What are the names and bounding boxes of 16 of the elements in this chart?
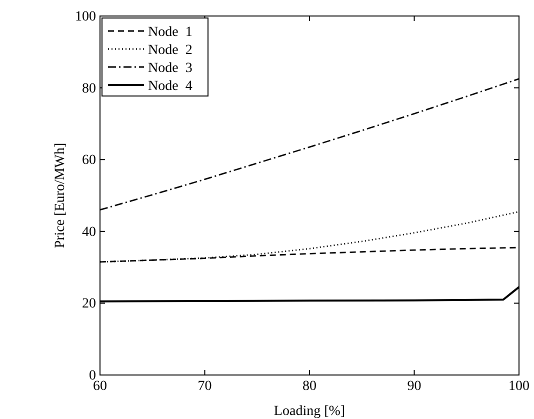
x-tick-label: 90 xyxy=(407,378,422,394)
y-axis-title: Price [Euro/MWh] xyxy=(53,142,68,248)
x-tick-label: 60 xyxy=(93,378,107,394)
x-tick-label: 70 xyxy=(198,378,212,394)
y-tick-label: 100 xyxy=(75,9,96,24)
x-axis-title: Loading [%] xyxy=(274,404,346,419)
legend-label: Node 2 xyxy=(148,43,192,58)
y-tick-label: 60 xyxy=(82,153,96,168)
legend-label: Node 1 xyxy=(148,25,192,40)
legend-label: Node 3 xyxy=(148,61,192,76)
y-tick-label: 20 xyxy=(82,296,96,312)
x-tick-label: 80 xyxy=(302,378,316,394)
legend-label: Node 4 xyxy=(148,79,192,94)
y-tick-label: 80 xyxy=(82,81,96,96)
x-tick-label: 100 xyxy=(508,378,530,394)
y-tick-label: 40 xyxy=(82,224,96,240)
